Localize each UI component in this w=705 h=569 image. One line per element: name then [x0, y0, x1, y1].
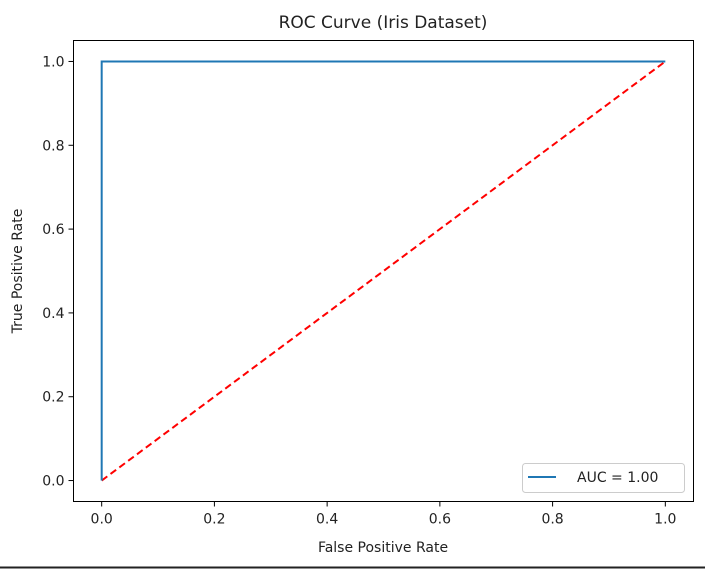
y-tick-label: 1.0 [42, 54, 64, 70]
x-tick-label: 0.6 [429, 512, 451, 528]
roc-curve [100, 60, 666, 481]
y-tick-label: 0.0 [42, 474, 64, 490]
chart-title: ROC Curve (Iris Dataset) [279, 13, 488, 33]
chance-line [101, 60, 666, 482]
axes-frame [73, 40, 694, 502]
y-tick-label: 0.4 [42, 306, 64, 322]
x-axis-label: False Positive Rate [318, 540, 448, 556]
y-axis-label: True Positive Rate [10, 209, 26, 335]
y-tick-label: 0.6 [42, 222, 64, 238]
x-tick-label: 0.4 [316, 512, 338, 528]
legend-label: AUC = 1.00 [577, 470, 658, 486]
x-tick-label: 0.2 [203, 512, 225, 528]
x-tick-label: 1.0 [654, 512, 676, 528]
x-tick-label: 0.8 [541, 512, 563, 528]
legend-box [522, 463, 685, 493]
x-tick-label: 0.0 [91, 512, 113, 528]
legend: AUC = 1.00 [522, 463, 685, 493]
y-tick-label: 0.8 [42, 138, 64, 154]
y-tick-label: 0.2 [42, 390, 64, 406]
